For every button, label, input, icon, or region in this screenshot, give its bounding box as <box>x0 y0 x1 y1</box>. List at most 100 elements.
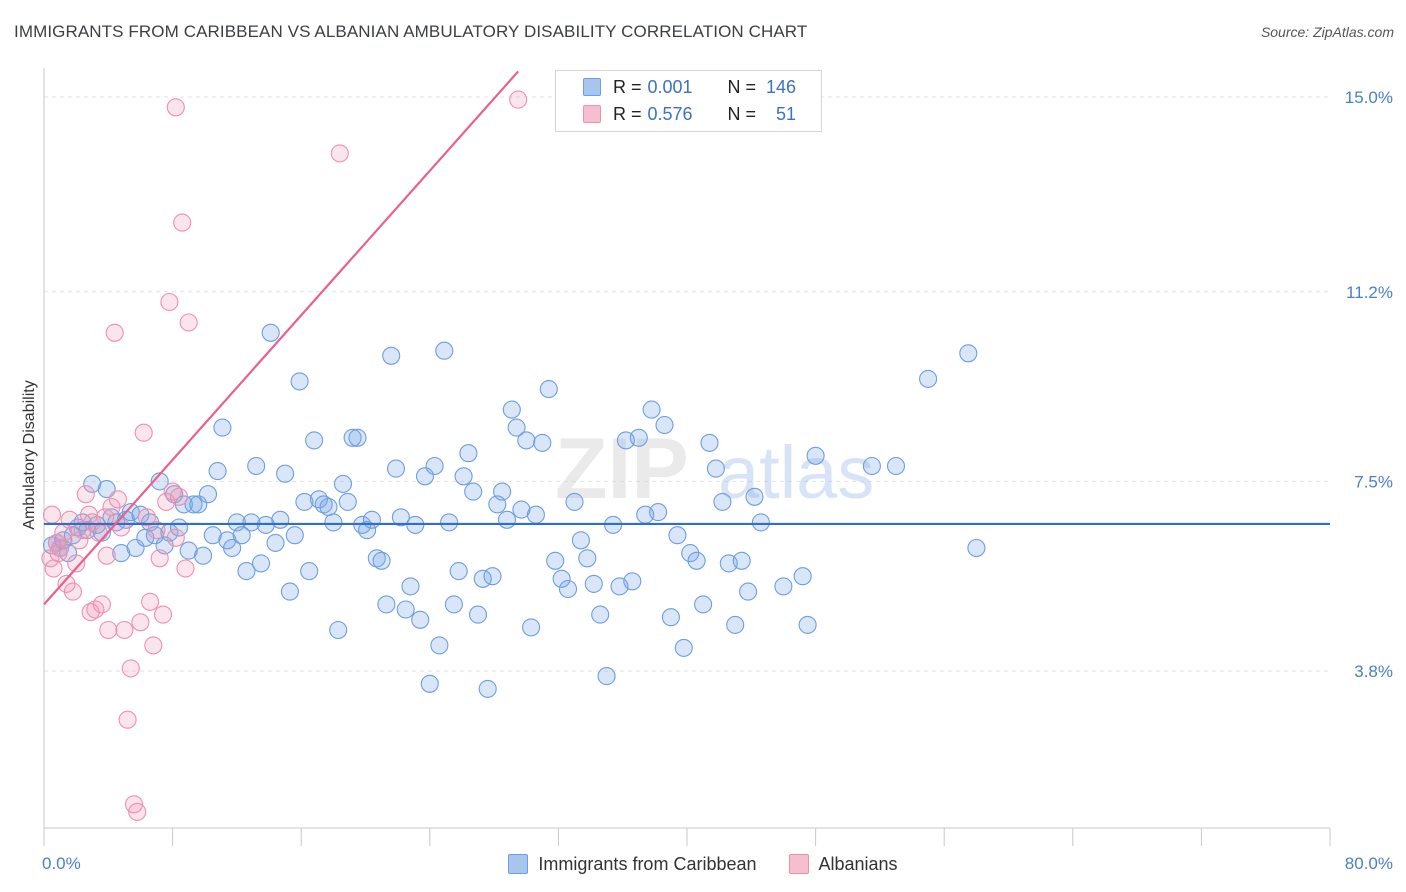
data-point <box>668 526 687 545</box>
data-point <box>266 533 285 552</box>
data-point <box>285 526 304 545</box>
data-point <box>377 595 396 614</box>
x-tick-label-end: 80.0% <box>1345 854 1393 873</box>
data-point <box>329 620 348 640</box>
data-point <box>194 546 213 565</box>
data-point <box>565 492 584 511</box>
data-point <box>232 526 251 545</box>
data-point <box>382 346 401 365</box>
y-tick-label: 3.8% <box>1354 662 1393 681</box>
data-point <box>502 400 521 419</box>
data-point <box>793 567 812 586</box>
data-point <box>333 474 353 493</box>
data-points <box>41 90 986 821</box>
data-point <box>751 513 770 532</box>
data-point <box>115 620 134 640</box>
data-point <box>309 490 328 509</box>
data-point <box>137 508 156 527</box>
series-caribbean-points <box>42 323 986 698</box>
data-point <box>153 605 173 624</box>
tick-labels: 3.8% 7.5% 11.2% 15.0% 0.0% 80.0% <box>42 88 1393 873</box>
series-legend-caribbean[interactable]: Immigrants from Caribbean <box>508 853 757 875</box>
data-point <box>141 592 160 611</box>
data-point <box>584 574 603 593</box>
data-point <box>372 551 391 570</box>
legend-n-label: N = <box>727 103 757 124</box>
data-point <box>358 521 377 540</box>
series-legend: Immigrants from Caribbean Albanians <box>0 851 1406 877</box>
data-point <box>305 431 324 450</box>
legend-r-label: R = <box>613 103 642 124</box>
series-label-caribbean: Immigrants from Caribbean <box>538 853 757 874</box>
data-point <box>967 538 986 558</box>
y-tick-label: 15.0% <box>1345 88 1393 107</box>
data-point <box>661 608 680 627</box>
data-point <box>629 428 648 447</box>
data-point <box>276 464 295 483</box>
data-point <box>81 603 100 622</box>
data-point <box>179 313 198 332</box>
data-point <box>806 446 825 465</box>
data-point <box>70 531 89 550</box>
data-point <box>798 615 817 634</box>
data-point <box>208 462 227 481</box>
data-point <box>160 292 179 312</box>
correlation-legend: R = 0.001 N = 146 R = 0.576 N = 51 <box>555 70 822 132</box>
y-tick-label: 7.5% <box>1354 472 1393 491</box>
data-point <box>449 562 468 581</box>
legend-r-value: 0.576 <box>647 103 693 124</box>
source-credit: Source: ZipAtlas.com <box>1260 24 1394 40</box>
series-legend-albanians[interactable]: Albanians <box>788 854 898 875</box>
legend-row-caribbean: R = 0.001 N = 146 <box>556 74 796 100</box>
data-point <box>166 98 185 117</box>
data-point <box>44 559 63 578</box>
data-point <box>343 428 362 447</box>
y-axis-label: Ambulatory Disability <box>21 380 38 529</box>
data-point <box>67 554 86 573</box>
data-point <box>512 500 531 519</box>
data-point <box>493 482 512 501</box>
data-point <box>430 636 449 655</box>
data-point <box>774 577 793 596</box>
data-point <box>700 433 719 452</box>
data-point <box>591 605 610 624</box>
data-point <box>330 144 349 163</box>
data-point <box>546 551 565 570</box>
data-point <box>118 710 137 729</box>
data-point <box>128 802 147 821</box>
data-point <box>526 505 545 524</box>
data-point <box>319 497 338 517</box>
data-point <box>391 508 410 527</box>
legend-n-value: 146 <box>766 76 797 97</box>
data-point <box>571 531 590 550</box>
x-tick-label-start: 0.0% <box>42 854 81 873</box>
data-point <box>517 431 536 450</box>
data-point <box>507 418 526 437</box>
data-point <box>444 595 463 614</box>
series-swatch-caribbean <box>508 854 529 874</box>
data-point <box>166 528 185 547</box>
data-point <box>112 544 131 563</box>
data-point <box>468 605 488 624</box>
legend-n-value: 51 <box>776 103 797 124</box>
data-point <box>706 459 725 478</box>
data-point <box>522 618 541 637</box>
data-point <box>886 456 906 476</box>
chart-title: IMMIGRANTS FROM CARIBBEAN VS ALBANIAN AM… <box>14 22 808 41</box>
trend-line-albanians <box>43 70 520 606</box>
data-point <box>739 582 758 601</box>
data-point <box>223 538 242 558</box>
axes <box>43 68 1331 846</box>
data-point <box>478 679 497 698</box>
data-point <box>76 485 95 504</box>
data-point <box>533 433 552 452</box>
data-point <box>179 541 198 560</box>
data-point <box>63 582 82 601</box>
watermark-zip: ZIP <box>555 421 689 517</box>
data-point <box>919 369 938 388</box>
data-point <box>112 518 131 537</box>
data-point <box>280 582 299 601</box>
data-point <box>362 510 381 529</box>
data-point <box>726 615 745 634</box>
data-point <box>131 613 150 632</box>
